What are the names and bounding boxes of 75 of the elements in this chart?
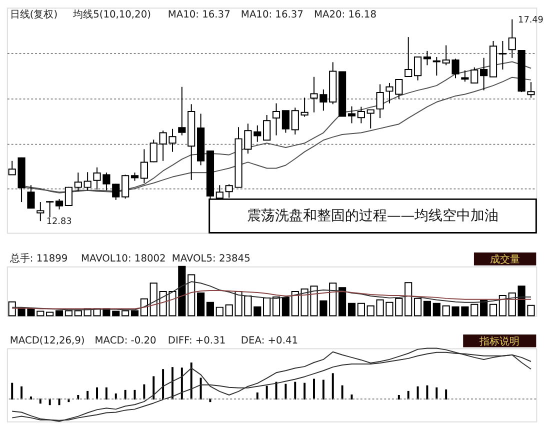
candlestick [140, 148, 148, 184]
candlestick [150, 139, 158, 163]
bar [414, 298, 422, 316]
annotation: 12.83 [46, 217, 72, 228]
bar [74, 310, 82, 316]
annotation: MA10: 16.37 [168, 10, 230, 21]
candlestick [112, 183, 120, 200]
candlestick [376, 84, 384, 119]
candlestick [498, 40, 506, 70]
annotation: 均线5(10,10,20) [72, 8, 151, 21]
candlestick [282, 110, 290, 134]
bar [291, 291, 299, 316]
bar [188, 274, 196, 316]
text: DEA: +0.41 [240, 335, 298, 346]
candlestick [74, 172, 82, 192]
annotation: MA20: 16.18 [314, 10, 376, 21]
bar [150, 282, 158, 316]
bar [55, 310, 64, 316]
annotation: MA10: 16.37 [240, 10, 304, 21]
bar [508, 292, 516, 316]
candlestick [357, 106, 365, 124]
bar [348, 302, 356, 316]
bar [64, 310, 73, 316]
candlestick [178, 86, 186, 136]
bar [357, 302, 365, 316]
candlestick [291, 107, 299, 135]
candlestick [414, 56, 422, 81]
text: MACD: -0.20 [94, 335, 156, 346]
candlestick [423, 50, 432, 66]
text: MAVOL10: 18002 [80, 253, 166, 264]
bar [282, 296, 290, 316]
bar [130, 310, 139, 316]
candlestick [404, 36, 412, 77]
text: MACD(12,26,9) [10, 335, 85, 346]
bar [480, 300, 488, 316]
bar [122, 310, 130, 316]
candlestick [55, 198, 64, 210]
bar [404, 282, 412, 316]
bar [196, 292, 205, 316]
candlestick [36, 202, 44, 222]
bar [489, 304, 498, 316]
candlestick [461, 70, 469, 82]
candlestick [84, 172, 92, 191]
text: MAVOL5: 23845 [172, 253, 250, 264]
annotation: 震荡洗盘和整固的过程——均线空中加油 [246, 208, 499, 224]
candlestick [263, 114, 271, 141]
candlestick [272, 102, 280, 136]
bar [206, 302, 214, 316]
bar [470, 304, 478, 316]
bar [432, 302, 440, 316]
candlestick [348, 106, 356, 124]
annotation: 日线(复权) [10, 8, 58, 21]
bar [263, 297, 271, 316]
candlestick [508, 18, 516, 58]
text: 指标说明 [478, 335, 520, 348]
candlestick [470, 66, 478, 84]
bar [216, 306, 224, 316]
text: 总手: 11899 [8, 252, 68, 264]
candlestick [46, 200, 54, 218]
candlestick [64, 186, 73, 206]
text: 成交量 [490, 253, 520, 266]
bar [272, 296, 280, 316]
bar [112, 310, 120, 316]
candlestick [366, 109, 374, 129]
bar [338, 287, 346, 316]
candlestick [122, 174, 130, 200]
bar [46, 312, 54, 316]
candlestick [300, 97, 308, 118]
bar [423, 300, 432, 316]
text: DIFF: +0.31 [168, 335, 226, 346]
annotation: 17.49 [518, 15, 544, 26]
bar [329, 282, 337, 316]
candlestick [27, 184, 35, 209]
candlestick [480, 57, 488, 91]
bar [498, 294, 506, 316]
